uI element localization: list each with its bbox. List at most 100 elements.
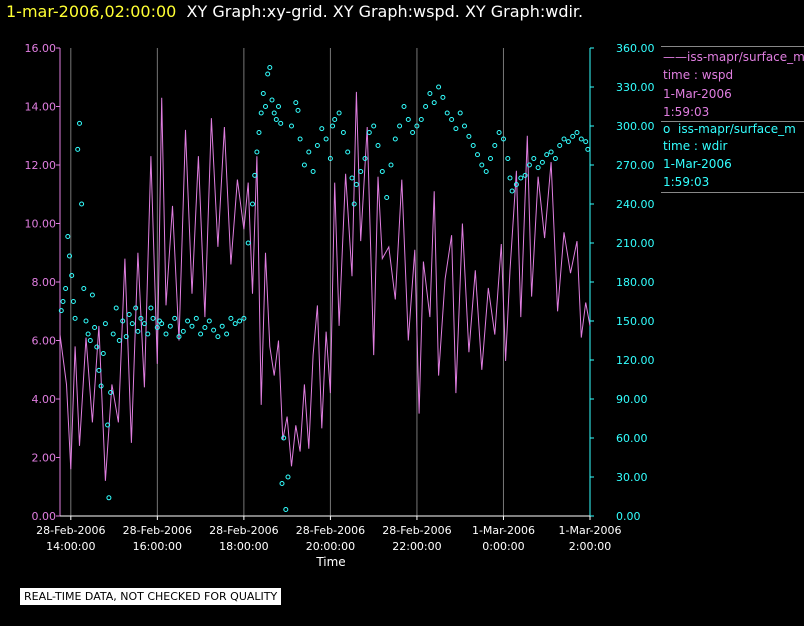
series-point-wdir <box>401 104 407 109</box>
series-point-wdir <box>462 123 467 129</box>
series-point-wdir <box>327 156 333 161</box>
series-point-wdir <box>297 136 303 142</box>
series-point-wdir <box>507 175 513 181</box>
series-point-wdir <box>340 130 346 135</box>
series-point-wdir <box>281 435 287 441</box>
x-tick-label-date: 1-Mar-2006 <box>472 524 535 537</box>
series-point-wdir <box>570 133 576 139</box>
series-point-wdir <box>75 146 81 152</box>
legend-wspd-marker: —— <box>663 50 687 64</box>
series-point-wdir <box>98 383 104 389</box>
series-point-wdir <box>488 156 493 161</box>
series-point-wdir <box>423 104 429 109</box>
series-point-wdir <box>492 143 498 148</box>
series-point-wdir <box>237 318 243 324</box>
series-point-wdir <box>330 123 336 129</box>
series-point-wdir <box>392 136 398 142</box>
series-point-wdir <box>85 331 91 337</box>
x-axis: 28-Feb-2006 14:00:00 28-Feb-2006 16:00:00 28… <box>36 515 621 553</box>
series-point-wdir <box>185 318 191 324</box>
series-point-wdir <box>388 162 394 168</box>
series-point-wdir <box>345 149 351 155</box>
series-point-wdir <box>269 97 275 103</box>
series-point-wdir <box>172 315 178 321</box>
series-point-wdir <box>133 305 139 311</box>
series-point-wdir <box>72 315 78 321</box>
series-point-wdir <box>531 156 537 161</box>
series-point-wdir <box>483 169 489 174</box>
series-point-wdir <box>470 143 476 148</box>
series-point-wdir <box>265 71 271 77</box>
legend-wspd-name: ——iss-mapr/surface_m <box>663 50 804 64</box>
series-point-wdir <box>362 156 368 161</box>
left-tick-label: 2.00 <box>32 452 57 465</box>
series-point-wdir <box>278 120 284 126</box>
series-point-wdir <box>475 152 480 158</box>
series-point-wdir <box>219 323 225 329</box>
series-point-wdir <box>565 139 571 145</box>
series-point-wdir <box>535 165 541 171</box>
x-tick-label-date: 28-Feb-2006 <box>209 524 278 537</box>
series-point-wdir <box>193 315 199 321</box>
x-tick-label-time: 20:00:00 <box>306 540 355 553</box>
series-point-wdir <box>67 253 72 259</box>
series-point-wdir <box>414 123 420 129</box>
series-point-wdir <box>215 334 221 340</box>
right-tick-label: 180.00 <box>616 276 655 289</box>
legend-wdir-marker: o <box>663 122 671 136</box>
series-point-wdir <box>135 328 141 334</box>
series-point-wdir <box>241 315 247 321</box>
right-tick-label: 360.00 <box>616 42 655 55</box>
right-tick-label: 270.00 <box>616 159 655 172</box>
series-point-wdir <box>126 312 132 317</box>
left-axis: 0.00 2.00 4.00 6.00 8.00 10.00 12.00 14.00 16.00 <box>25 42 61 523</box>
series-point-wdir <box>163 331 169 337</box>
series-point-wdir <box>260 91 266 96</box>
series-point-wdir <box>92 325 98 330</box>
series-point-wdir <box>232 321 238 327</box>
series-point-wdir <box>176 334 182 340</box>
left-tick-label: 16.00 <box>25 42 57 55</box>
plot-area <box>60 48 590 516</box>
series-point-wdir <box>108 390 114 395</box>
series-point-wdir <box>509 188 515 194</box>
left-tick-label: 14.00 <box>25 101 57 114</box>
series-point-wdir <box>129 321 135 327</box>
series-point-wdir <box>79 201 85 207</box>
series-point-wdir <box>513 182 519 187</box>
legend-wspd-time: 1:59:03 <box>663 105 710 119</box>
right-tick-label: 60.00 <box>616 432 648 445</box>
legend-divider <box>661 46 804 47</box>
series-point-wdir <box>548 149 554 155</box>
series-point-wdir <box>436 84 442 90</box>
series-point-wdir <box>250 201 255 207</box>
series-point-wdir <box>351 201 357 207</box>
series-point-wdir <box>289 123 294 129</box>
series-point-wdir <box>81 286 87 291</box>
series-point-wdir <box>444 110 450 116</box>
series-point-wdir <box>94 344 100 350</box>
series-point-wdir <box>167 323 173 329</box>
right-tick-label: 120.00 <box>616 354 655 367</box>
series-point-wdir <box>106 495 112 501</box>
series-point-wdir <box>154 325 160 330</box>
series-point-wdir <box>258 110 264 116</box>
legend-wspd-label: iss-mapr/surface_m <box>687 50 804 64</box>
series-point-wdir <box>180 328 186 334</box>
series-point-wdir <box>522 172 528 178</box>
x-tick-label-time: 14:00:00 <box>46 540 95 553</box>
series-point-wdir <box>578 136 584 142</box>
legend-wdir-var: time : wdir <box>663 139 728 153</box>
series-point-wdir <box>273 117 279 122</box>
series-point-wdir <box>358 169 364 174</box>
series-point-wdir <box>371 123 377 129</box>
series-point-wdir <box>256 130 262 135</box>
series-point-wdir <box>271 110 277 116</box>
series-point-wdir <box>87 338 93 343</box>
series-point-wdir <box>83 318 89 324</box>
x-tick-label-time: 22:00:00 <box>392 540 441 553</box>
series-point-wdir <box>252 172 258 178</box>
x-tick-label-time: 0:00:00 <box>482 540 524 553</box>
series-point-wdir <box>206 318 212 324</box>
series-point-wdir <box>544 152 550 158</box>
